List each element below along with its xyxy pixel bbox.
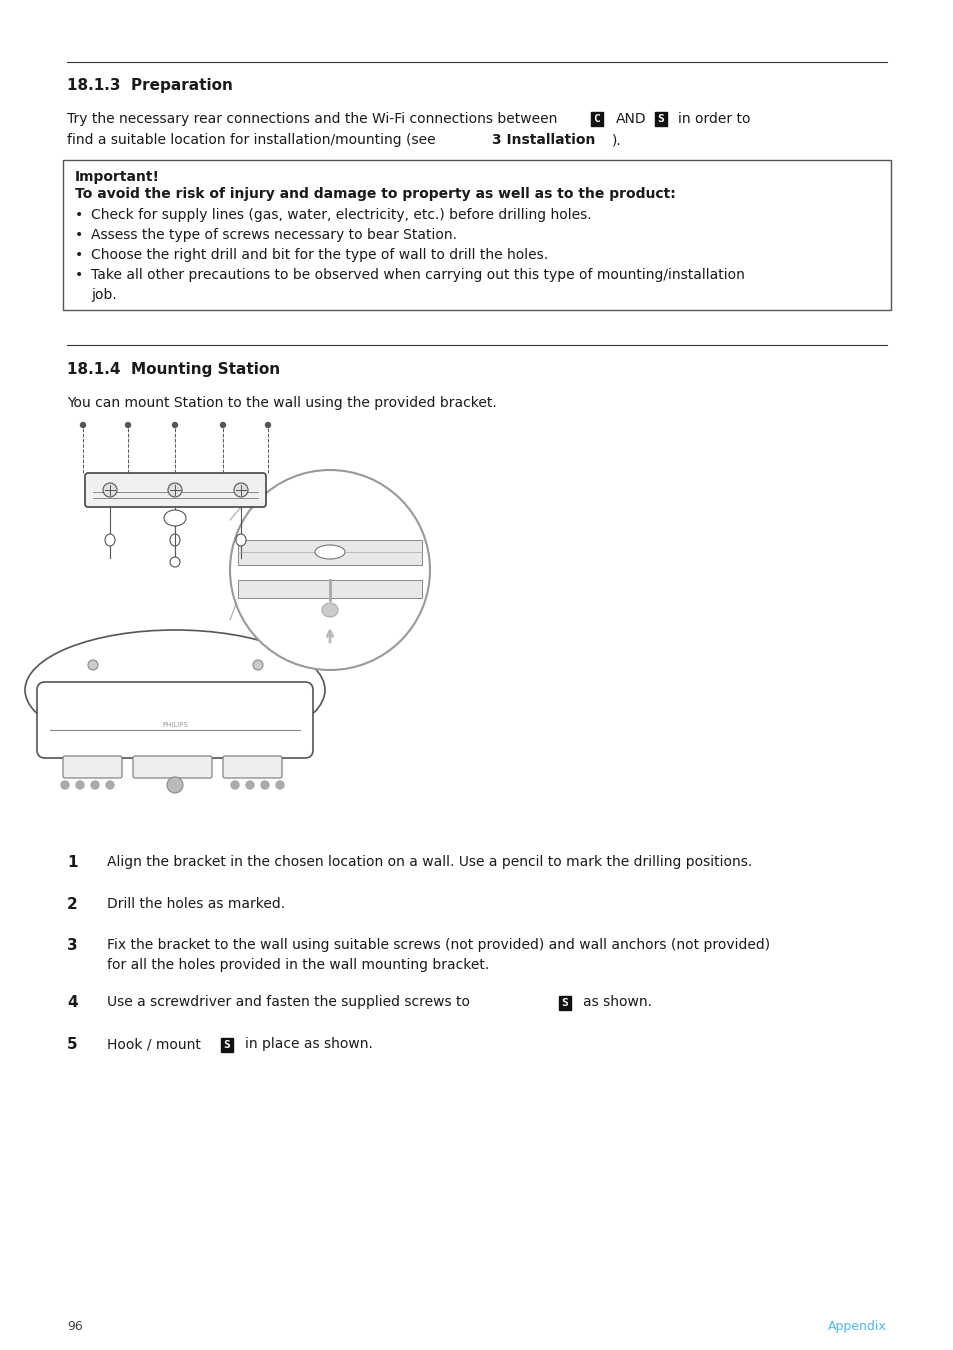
Ellipse shape — [235, 535, 246, 545]
FancyBboxPatch shape — [223, 756, 282, 778]
Text: 4: 4 — [67, 995, 77, 1010]
Text: in place as shown.: in place as shown. — [245, 1037, 373, 1052]
Circle shape — [253, 660, 263, 670]
Text: 2: 2 — [67, 896, 77, 913]
Ellipse shape — [25, 630, 325, 751]
Ellipse shape — [314, 545, 345, 559]
Text: Check for supply lines (gas, water, electricity, etc.) before drilling holes.: Check for supply lines (gas, water, elec… — [91, 208, 591, 221]
Text: •: • — [75, 228, 83, 242]
Text: 18.1.4  Mounting Station: 18.1.4 Mounting Station — [67, 362, 280, 377]
Circle shape — [220, 423, 225, 428]
Text: Drill the holes as marked.: Drill the holes as marked. — [107, 896, 285, 911]
Circle shape — [168, 483, 182, 497]
Text: as shown.: as shown. — [582, 995, 651, 1008]
Text: Try the necessary rear connections and the Wi-Fi connections between: Try the necessary rear connections and t… — [67, 112, 557, 126]
Ellipse shape — [105, 535, 115, 545]
Ellipse shape — [170, 535, 180, 545]
Circle shape — [103, 483, 117, 497]
Circle shape — [230, 470, 430, 670]
Text: S: S — [561, 998, 568, 1008]
Text: AND: AND — [616, 112, 646, 126]
Text: •: • — [75, 248, 83, 262]
FancyBboxPatch shape — [85, 472, 266, 508]
Text: S: S — [657, 113, 663, 124]
Bar — [237, 540, 421, 566]
Circle shape — [265, 423, 271, 428]
Circle shape — [106, 782, 113, 788]
FancyBboxPatch shape — [63, 756, 122, 778]
FancyBboxPatch shape — [63, 161, 890, 310]
Circle shape — [261, 782, 269, 788]
Circle shape — [246, 782, 253, 788]
Text: You can mount Station to the wall using the provided bracket.: You can mount Station to the wall using … — [67, 396, 497, 410]
Circle shape — [91, 782, 99, 788]
Text: job.: job. — [91, 288, 116, 302]
Circle shape — [167, 778, 183, 792]
Ellipse shape — [322, 603, 337, 617]
Circle shape — [231, 782, 239, 788]
Text: Important!: Important! — [75, 170, 160, 184]
Bar — [237, 580, 421, 598]
Text: •: • — [75, 208, 83, 221]
Circle shape — [88, 660, 98, 670]
Text: in order to: in order to — [678, 112, 750, 126]
Circle shape — [76, 782, 84, 788]
FancyBboxPatch shape — [132, 756, 212, 778]
Text: ).: ). — [612, 134, 621, 147]
Text: C: C — [593, 113, 599, 124]
Text: Hook / mount: Hook / mount — [107, 1037, 201, 1052]
Text: 3 Installation: 3 Installation — [492, 134, 595, 147]
Text: Fix the bracket to the wall using suitable screws (not provided) and wall anchor: Fix the bracket to the wall using suitab… — [107, 938, 769, 952]
Text: PHILIPS: PHILIPS — [162, 722, 188, 728]
Text: find a suitable location for installation/mounting (see: find a suitable location for installatio… — [67, 134, 436, 147]
Text: Use a screwdriver and fasten the supplied screws to: Use a screwdriver and fasten the supplie… — [107, 995, 470, 1008]
Circle shape — [233, 483, 248, 497]
Circle shape — [126, 423, 131, 428]
Circle shape — [172, 423, 177, 428]
Ellipse shape — [170, 558, 180, 567]
FancyBboxPatch shape — [37, 682, 313, 757]
Text: Assess the type of screws necessary to bear Station.: Assess the type of screws necessary to b… — [91, 228, 456, 242]
Text: •: • — [75, 269, 83, 282]
Ellipse shape — [164, 510, 186, 526]
Text: 5: 5 — [67, 1037, 77, 1052]
Circle shape — [61, 782, 69, 788]
Text: To avoid the risk of injury and damage to property as well as to the product:: To avoid the risk of injury and damage t… — [75, 188, 675, 201]
Text: 96: 96 — [67, 1320, 83, 1332]
Text: 3: 3 — [67, 938, 77, 953]
Text: Align the bracket in the chosen location on a wall. Use a pencil to mark the dri: Align the bracket in the chosen location… — [107, 855, 752, 869]
Text: 18.1.3  Preparation: 18.1.3 Preparation — [67, 78, 233, 93]
Circle shape — [80, 423, 86, 428]
Circle shape — [275, 782, 284, 788]
Text: 1: 1 — [67, 855, 77, 869]
Text: Appendix: Appendix — [827, 1320, 886, 1332]
Text: for all the holes provided in the wall mounting bracket.: for all the holes provided in the wall m… — [107, 958, 489, 972]
Text: S: S — [223, 1040, 230, 1050]
Text: Choose the right drill and bit for the type of wall to drill the holes.: Choose the right drill and bit for the t… — [91, 248, 548, 262]
Text: Take all other precautions to be observed when carrying out this type of mountin: Take all other precautions to be observe… — [91, 269, 744, 282]
